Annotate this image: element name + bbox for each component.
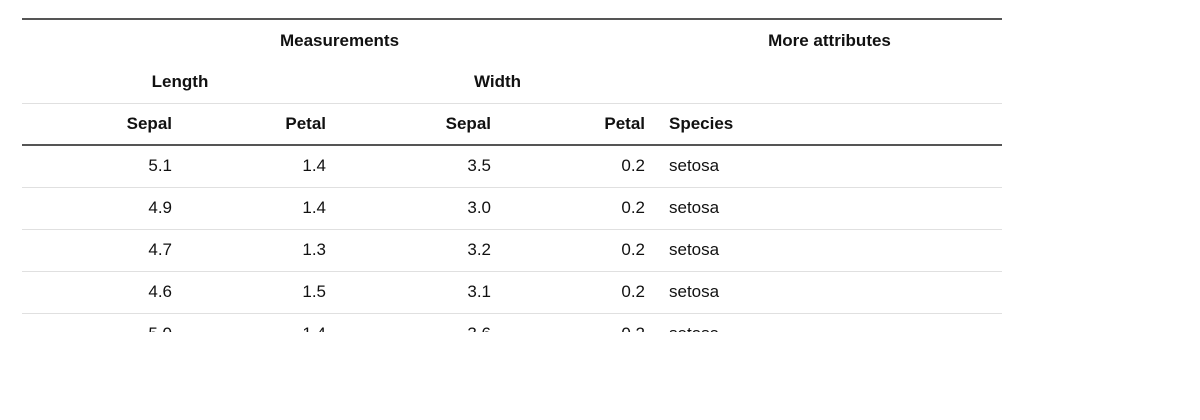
table-cell: 1.3 bbox=[184, 229, 338, 272]
subgroup-header-empty bbox=[657, 61, 1002, 104]
table-cell: 0.2 bbox=[503, 313, 657, 332]
table-cell: 3.1 bbox=[338, 271, 503, 314]
subgroup-header: Length bbox=[22, 61, 338, 104]
table-cell: 4.6 bbox=[22, 271, 184, 314]
table-cell: 3.6 bbox=[338, 313, 503, 332]
table-cell: setosa bbox=[657, 229, 1002, 272]
table-cell: 3.5 bbox=[338, 145, 503, 188]
table-row: 4.9 1.4 3.0 0.2 setosa bbox=[22, 187, 1002, 230]
column-header[interactable]: Species bbox=[657, 103, 1002, 146]
table-cell: 5.0 bbox=[22, 313, 184, 332]
table-cell: 1.4 bbox=[184, 187, 338, 230]
table-cell: setosa bbox=[657, 271, 1002, 314]
table-cell: 1.4 bbox=[184, 145, 338, 188]
table-cell: setosa bbox=[657, 145, 1002, 188]
column-header[interactable]: Sepal bbox=[338, 103, 503, 146]
table-cell: 5.1 bbox=[22, 145, 184, 188]
group-header: Measurements bbox=[22, 18, 657, 61]
table-cell: 1.5 bbox=[184, 271, 338, 314]
subgroup-header: Width bbox=[338, 61, 657, 104]
group-header: More attributes bbox=[657, 18, 1002, 61]
table-cell: 3.0 bbox=[338, 187, 503, 230]
column-header[interactable]: Petal bbox=[184, 103, 338, 146]
table-cell: 4.9 bbox=[22, 187, 184, 230]
table-cell: 3.2 bbox=[338, 229, 503, 272]
column-header[interactable]: Petal bbox=[503, 103, 657, 146]
table-cell: setosa bbox=[657, 187, 1002, 230]
column-header[interactable]: Sepal bbox=[22, 103, 184, 146]
iris-table: Measurements More attributes Length Widt… bbox=[22, 18, 1002, 332]
table-row: 5.1 1.4 3.5 0.2 setosa bbox=[22, 145, 1002, 188]
table-row: 4.7 1.3 3.2 0.2 setosa bbox=[22, 229, 1002, 272]
table-cell: 0.2 bbox=[503, 187, 657, 230]
table-body: 5.1 1.4 3.5 0.2 setosa 4.9 1.4 3.0 0.2 setosa 4.7 1… bbox=[22, 145, 1002, 332]
table-row: 4.6 1.5 3.1 0.2 setosa bbox=[22, 271, 1002, 314]
table-cell: 0.2 bbox=[503, 145, 657, 188]
table-cell: 4.7 bbox=[22, 229, 184, 272]
table-cell: 0.2 bbox=[503, 229, 657, 272]
table-cell: setosa bbox=[657, 313, 1002, 332]
table-cell: 1.4 bbox=[184, 313, 338, 332]
table-cell: 0.2 bbox=[503, 271, 657, 314]
table-scroll[interactable]: Measurements More attributes Length Widt… bbox=[0, 0, 1200, 332]
